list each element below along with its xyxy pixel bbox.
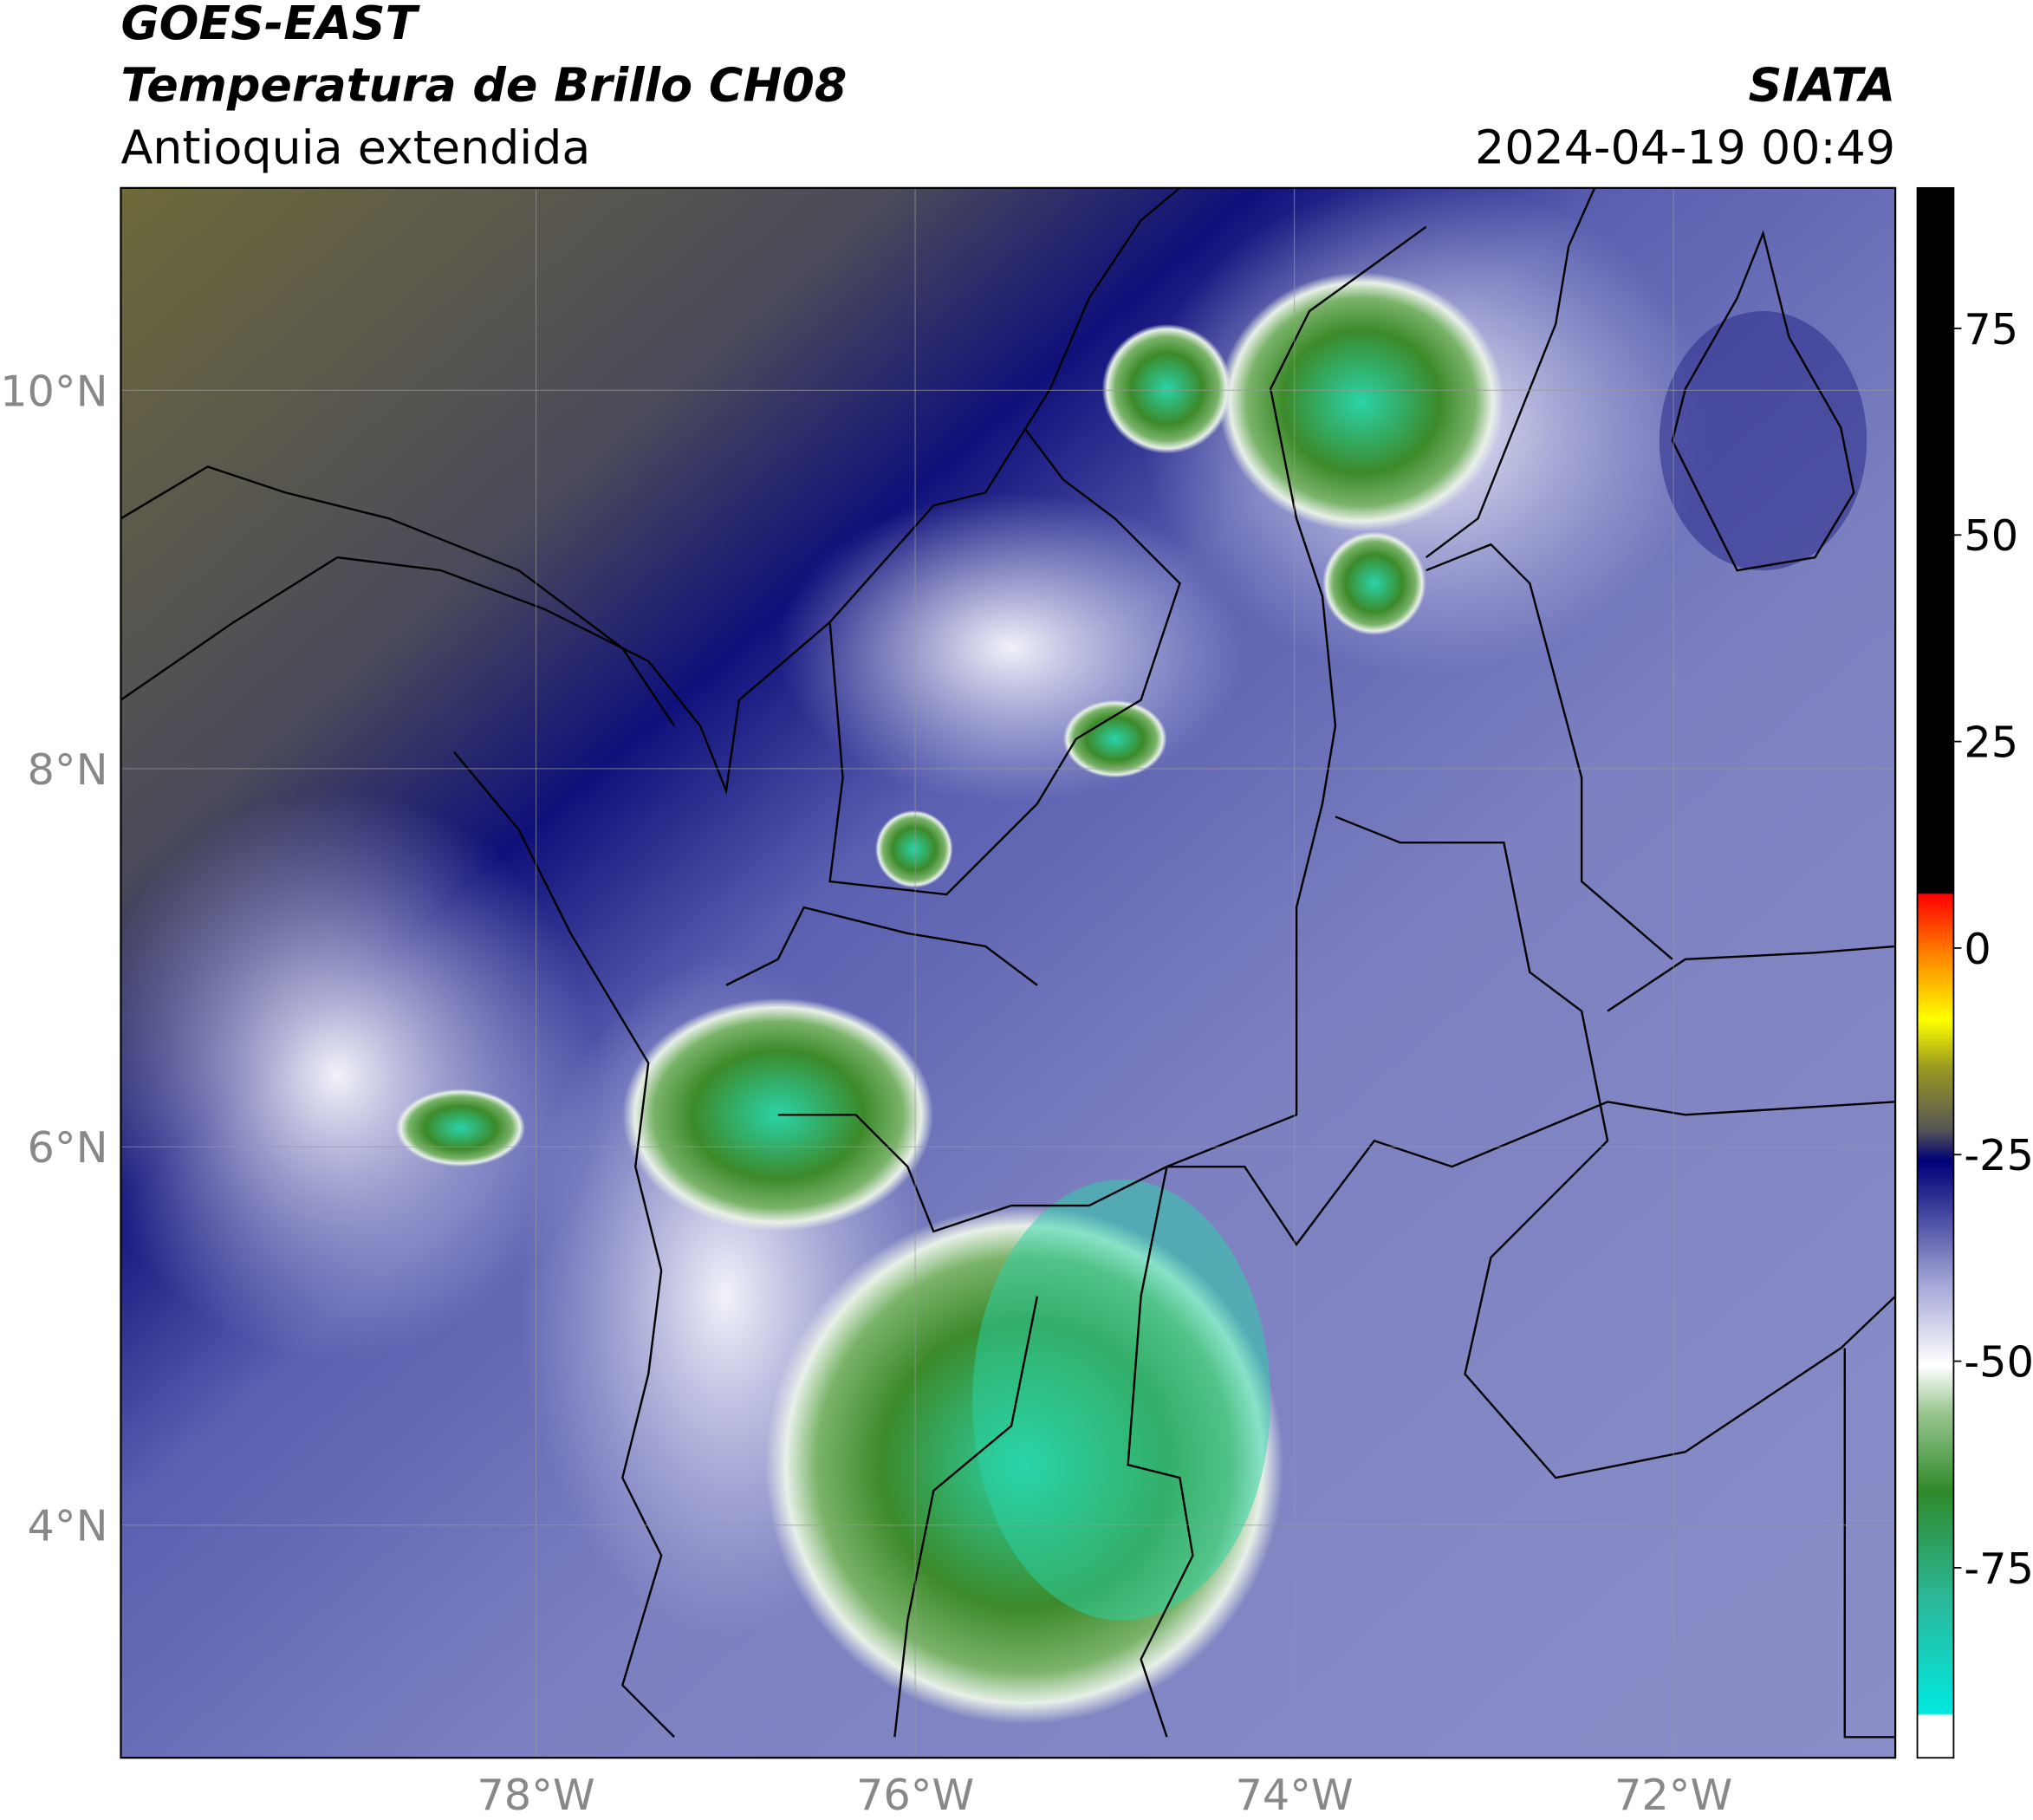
colorbar: [1916, 186, 1955, 1759]
lake-region: [1659, 310, 1867, 571]
colorbar-tick-label: 0: [1964, 924, 1991, 974]
x-tick-label: 78°W: [477, 1770, 594, 1820]
source: SIATA: [1749, 58, 1896, 113]
convective-cell: [395, 1089, 526, 1167]
convective-core: [972, 1180, 1271, 1621]
map-frame: [120, 186, 1897, 1759]
coastlines-borders: [120, 187, 1896, 1739]
y-tick-label: 8°N: [28, 744, 108, 795]
region: Antioquia extendida: [120, 120, 590, 174]
gridlines: [120, 187, 1896, 1758]
colorbar-tick-label: 75: [1964, 304, 2018, 354]
convective-cell: [874, 809, 953, 888]
colorbar-tick-label: -50: [1964, 1337, 2033, 1388]
colorbar-tick-label: 50: [1964, 510, 2018, 561]
satellite-image: [120, 187, 1896, 1758]
y-tick-label: 10°N: [0, 366, 107, 416]
convective-cell: [1218, 272, 1504, 532]
x-tick-label: 76°W: [856, 1770, 974, 1820]
cloud-field: [120, 790, 597, 1362]
title: GOES-EAST: [120, 0, 420, 50]
y-tick-label: 4°N: [28, 1501, 108, 1551]
colorbar-tick-label: -75: [1964, 1544, 2033, 1594]
convective-cell: [1322, 531, 1426, 635]
subtitle: Temperatura de Brillo CH08: [120, 58, 847, 113]
convective-cell: [1062, 699, 1167, 778]
y-tick-label: 6°N: [28, 1122, 108, 1173]
convective-cell: [1101, 323, 1232, 454]
colorbar-tick-label: 25: [1964, 718, 2018, 768]
x-tick-label: 74°W: [1235, 1770, 1353, 1820]
colorbar-tick-label: -25: [1964, 1130, 2033, 1180]
timestamp: 2024-04-19 00:49: [1475, 120, 1895, 174]
x-tick-label: 72°W: [1614, 1770, 1732, 1820]
